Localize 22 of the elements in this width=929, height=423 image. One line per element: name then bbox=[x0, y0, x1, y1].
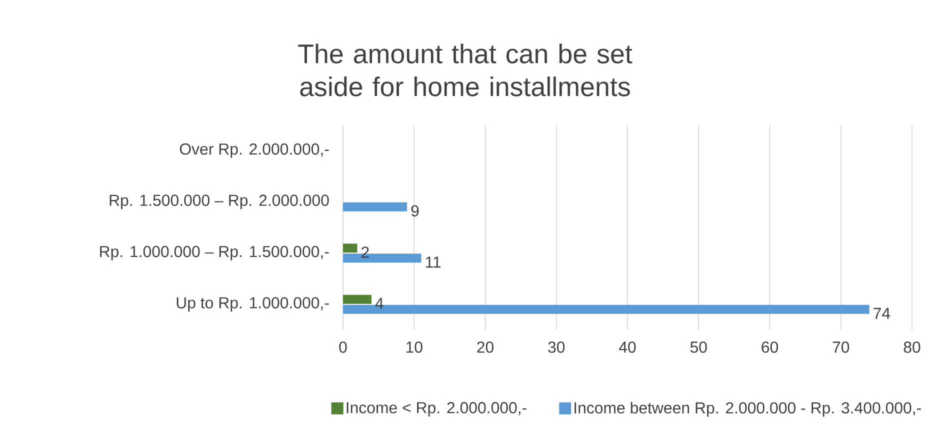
x-tick-label: 40 bbox=[619, 342, 636, 353]
x-tick-label: 80 bbox=[904, 342, 920, 353]
legend-label: Income between Rp. 2.000.000 - Rp. 3.400.000,- bbox=[574, 402, 921, 417]
x-tick-label: 30 bbox=[548, 342, 565, 353]
bar bbox=[343, 244, 358, 253]
data-label: 74 bbox=[874, 308, 890, 319]
x-tick-label: 20 bbox=[477, 342, 494, 353]
x-tick-label: 70 bbox=[832, 342, 850, 353]
y-tick-label: Over Rp. 2.000.000,- bbox=[180, 143, 329, 158]
chart-title: The amount that can be set aside for home installments bbox=[298, 44, 632, 96]
y-tick-label: Up to Rp. 1.000.000,- bbox=[176, 297, 329, 312]
legend-label: Income < Rp. 2.000.000,- bbox=[346, 402, 526, 416]
data-label: 9 bbox=[411, 205, 419, 217]
data-label: 11 bbox=[426, 256, 441, 268]
x-tick-label: 60 bbox=[762, 342, 778, 353]
y-tick-label: Rp. 1.500.000 – Rp. 2.000.000 bbox=[110, 194, 329, 210]
x-tick-label: 10 bbox=[406, 342, 422, 353]
bar bbox=[343, 202, 408, 212]
x-tick-label: 0 bbox=[339, 342, 347, 353]
bar bbox=[343, 294, 372, 304]
y-tick-label: Rp. 1.000.000 – Rp. 1.500.000,- bbox=[100, 246, 329, 260]
x-tick-label: 50 bbox=[690, 342, 707, 353]
